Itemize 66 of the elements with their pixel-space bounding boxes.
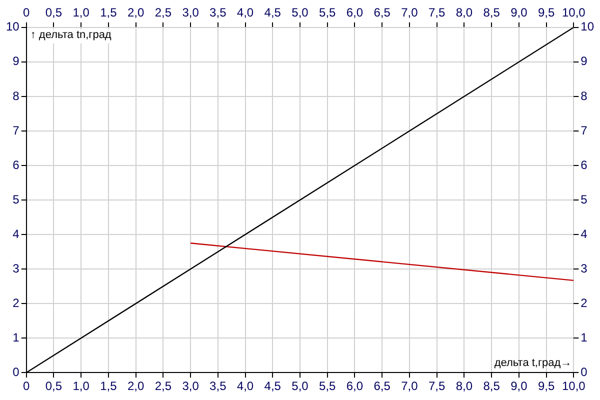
x-tick-label: 9,0 (510, 379, 528, 394)
x2-tick-label: 3,5 (210, 6, 227, 20)
x2-tick-label: 5,0 (292, 6, 309, 20)
y2-tick-label: 3 (580, 261, 588, 276)
x-tick-label: 5,0 (292, 379, 309, 394)
x-axis-title: дельта t,град→ (494, 357, 572, 370)
y2-tick-label: 1 (580, 330, 588, 344)
x2-tick-label: 6,5 (374, 6, 391, 20)
x-tick-label: 6,5 (374, 379, 391, 394)
y2-tick-label: 6 (580, 158, 588, 172)
x2-tick-label: 9,0 (510, 6, 528, 20)
x2-tick-label: 8,5 (483, 6, 500, 20)
y2-tick-label: 8 (580, 88, 588, 103)
x2-tick-label: 1,5 (100, 6, 118, 20)
y2-tick-label: 5 (580, 192, 588, 206)
x-tick-label: 4,0 (236, 379, 254, 394)
y-tick-label: 4 (12, 226, 20, 241)
x-tick-label: 5,5 (319, 379, 336, 394)
y2-tick-label: 7 (580, 123, 588, 138)
y2-tick-label: 10 (580, 20, 594, 34)
x-tick-label: 7,0 (401, 379, 418, 394)
x2-tick-label: 0 (23, 6, 30, 20)
y2-tick-label: 0 (580, 364, 588, 379)
x2-tick-label: 3,0 (182, 6, 200, 20)
x2-tick-label: 2,0 (127, 6, 144, 20)
x2-tick-label: 0,5 (45, 6, 62, 20)
x2-tick-label: 7,5 (428, 6, 446, 20)
x-tick-label: 3,0 (182, 379, 200, 394)
x2-tick-label: 8,0 (456, 6, 473, 20)
x2-tick-label: 4,5 (264, 6, 282, 20)
x-tick-label: 1,0 (72, 379, 90, 394)
x-tick-label: 8,5 (483, 379, 500, 394)
y-tick-label: 1 (12, 330, 20, 344)
x2-tick-label: 9,5 (538, 6, 555, 20)
x-tick-label: 0,5 (45, 379, 62, 394)
x-tick-label: 0 (23, 379, 30, 394)
y-axis-title: ↑ дельта tn,град (30, 28, 112, 41)
x2-tick-label: 7,0 (401, 6, 418, 20)
x2-tick-label: 5,5 (319, 6, 336, 20)
y-tick-label: 9 (12, 54, 20, 68)
y2-tick-label: 9 (580, 54, 588, 68)
y-tick-label: 5 (12, 192, 20, 206)
x2-tick-label: 1,0 (72, 6, 90, 20)
x2-tick-label: 4,0 (236, 6, 254, 20)
y-tick-label: 2 (12, 296, 20, 310)
y-tick-label: 3 (12, 261, 20, 276)
x-tick-label: 2,0 (127, 379, 144, 394)
x-tick-label: 6,0 (346, 379, 364, 394)
y2-tick-label: 2 (580, 296, 588, 310)
x-tick-label: 1,5 (100, 379, 118, 394)
y-tick-label: 10 (6, 20, 20, 34)
x-tick-label: 9,5 (538, 379, 555, 394)
x2-tick-label: 10,0 (562, 6, 586, 20)
x-tick-label: 4,5 (264, 379, 282, 394)
x2-tick-label: 6,0 (346, 6, 364, 20)
y2-tick-label: 4 (580, 226, 588, 241)
x-tick-label: 10,0 (562, 379, 586, 394)
x-tick-label: 7,5 (428, 379, 446, 394)
x-tick-label: 3,5 (210, 379, 227, 394)
y-tick-label: 6 (12, 158, 20, 172)
x-tick-label: 2,5 (154, 379, 172, 394)
y-tick-label: 8 (12, 88, 20, 103)
x-tick-label: 8,0 (456, 379, 473, 394)
x2-tick-label: 2,5 (154, 6, 172, 20)
y-tick-label: 7 (12, 123, 20, 138)
y-tick-label: 0 (12, 364, 20, 379)
